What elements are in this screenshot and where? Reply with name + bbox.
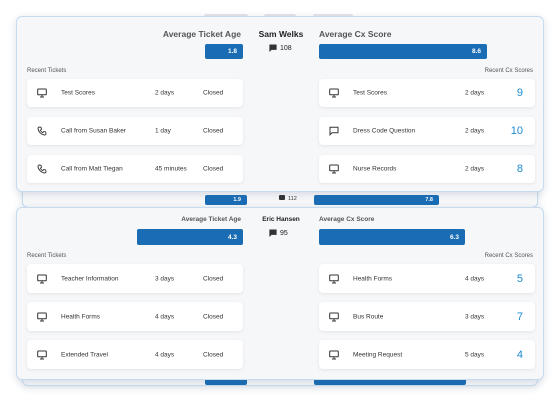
cx-title: Test Scores <box>353 89 387 97</box>
cx-bar: 7.8 <box>314 195 439 205</box>
icon <box>329 312 339 324</box>
icon <box>37 312 47 324</box>
cx-label: Average Cx Score <box>319 29 392 39</box>
cx-age: 2 days <box>465 89 485 97</box>
ticket-title: Teacher Information <box>61 275 119 282</box>
ticket-age: 45 minutes <box>155 165 187 173</box>
icon <box>37 126 47 138</box>
cx-score: 9 <box>516 87 523 99</box>
cx-bar: 6.3 <box>319 229 465 245</box>
ticket-age: 3 days <box>155 275 175 282</box>
message-count: 108 <box>280 44 292 52</box>
cx-row: Dress Code Question 2 days 10 <box>319 117 535 145</box>
agent-card: Average Ticket Age 4.3 Eric Hansen 95 Averag… <box>16 207 544 380</box>
icon <box>329 88 339 100</box>
section-label: Recent Cx Scores <box>484 253 533 259</box>
agent-card: Average Ticket Age 1.8 Sam Welks 108 Average… <box>16 16 544 192</box>
messages: 112 <box>279 195 297 202</box>
messages: 108 <box>269 44 292 52</box>
ticket-title: Call from Matt Tiegan <box>61 165 123 173</box>
agent-name: Eric Hansen <box>262 216 300 223</box>
icon <box>329 274 339 286</box>
ticket-status: Closed <box>203 127 224 135</box>
ticket-row: Call from Susan Baker 1 day Closed <box>27 117 243 145</box>
ticket-row: Test Scores 2 days Closed <box>27 79 243 107</box>
cx-title: Bus Route <box>353 313 384 320</box>
icon <box>37 164 47 176</box>
section-label: Recent Tickets <box>27 68 67 74</box>
ticket-row: Teacher Information 3 days Closed <box>27 264 243 293</box>
cx-title: Meeting Request <box>353 351 403 358</box>
cx-title: Health Forms <box>353 275 393 282</box>
agent-name: Sam Welks <box>258 29 304 39</box>
cx-age: 2 days <box>465 127 485 135</box>
ticket-row: Call from Matt Tiegan 45 minutes Closed <box>27 155 243 183</box>
ticket-row: Health Forms 4 days Closed <box>27 302 243 331</box>
ticket-age-label: Average Ticket Age <box>181 216 241 223</box>
cx-score: 7 <box>516 310 523 323</box>
cx-score: 10 <box>510 125 523 137</box>
ticket-age-bar: 4.3 <box>137 229 243 245</box>
ticket-status: Closed <box>203 351 224 358</box>
ticket-title: Call from Susan Baker <box>61 127 127 135</box>
ticket-status: Closed <box>203 275 224 282</box>
icon <box>37 350 47 362</box>
ticket-age: 1 day <box>155 127 171 135</box>
messages: 95 <box>269 229 288 237</box>
icon <box>37 88 47 100</box>
ticket-age: 4 days <box>155 313 175 320</box>
icon <box>37 274 47 286</box>
cx-row: Health Forms 4 days 5 <box>319 264 535 293</box>
message-count: 112 <box>288 196 297 202</box>
cx-row: Nurse Records 2 days 8 <box>319 155 535 183</box>
cx-row: Bus Route 3 days 7 <box>319 302 535 331</box>
ticket-title: Extended Travel <box>61 351 108 358</box>
ticket-age-label: Average Ticket Age <box>162 29 241 39</box>
cx-score: 8 <box>516 163 523 175</box>
cx-age: 4 days <box>465 275 485 282</box>
ticket-status: Closed <box>203 313 224 320</box>
cx-title: Dress Code Question <box>353 127 416 135</box>
cx-age: 5 days <box>465 351 485 358</box>
cx-score: 4 <box>516 348 523 361</box>
cx-age: 2 days <box>465 165 485 173</box>
cx-bar: 8.6 <box>319 44 487 59</box>
bar <box>205 377 247 385</box>
cx-row: Meeting Request 5 days 4 <box>319 340 535 369</box>
ticket-age: 4 days <box>155 351 175 358</box>
cx-score: 5 <box>516 272 523 285</box>
section-label: Recent Cx Scores <box>484 68 533 74</box>
ticket-status: Closed <box>203 165 224 173</box>
ticket-age: 2 days <box>155 89 175 97</box>
cx-title: Nurse Records <box>353 165 397 173</box>
cx-label: Average Cx Score <box>319 216 375 223</box>
cx-row: Test Scores 2 days 9 <box>319 79 535 107</box>
icon <box>329 126 339 138</box>
cx-age: 3 days <box>465 313 485 320</box>
bar <box>314 377 466 385</box>
section-label: Recent Tickets <box>27 253 67 259</box>
ticket-age-bar: 1.8 <box>205 44 243 59</box>
message-count: 95 <box>280 229 288 237</box>
ticket-title: Health Forms <box>61 313 101 320</box>
ticket-title: Test Scores <box>61 89 95 97</box>
ticket-status: Closed <box>203 89 224 97</box>
icon <box>329 164 339 176</box>
icon <box>329 350 339 362</box>
ticket-row: Extended Travel 4 days Closed <box>27 340 243 369</box>
ticket-age-bar: 1.9 <box>205 195 247 205</box>
